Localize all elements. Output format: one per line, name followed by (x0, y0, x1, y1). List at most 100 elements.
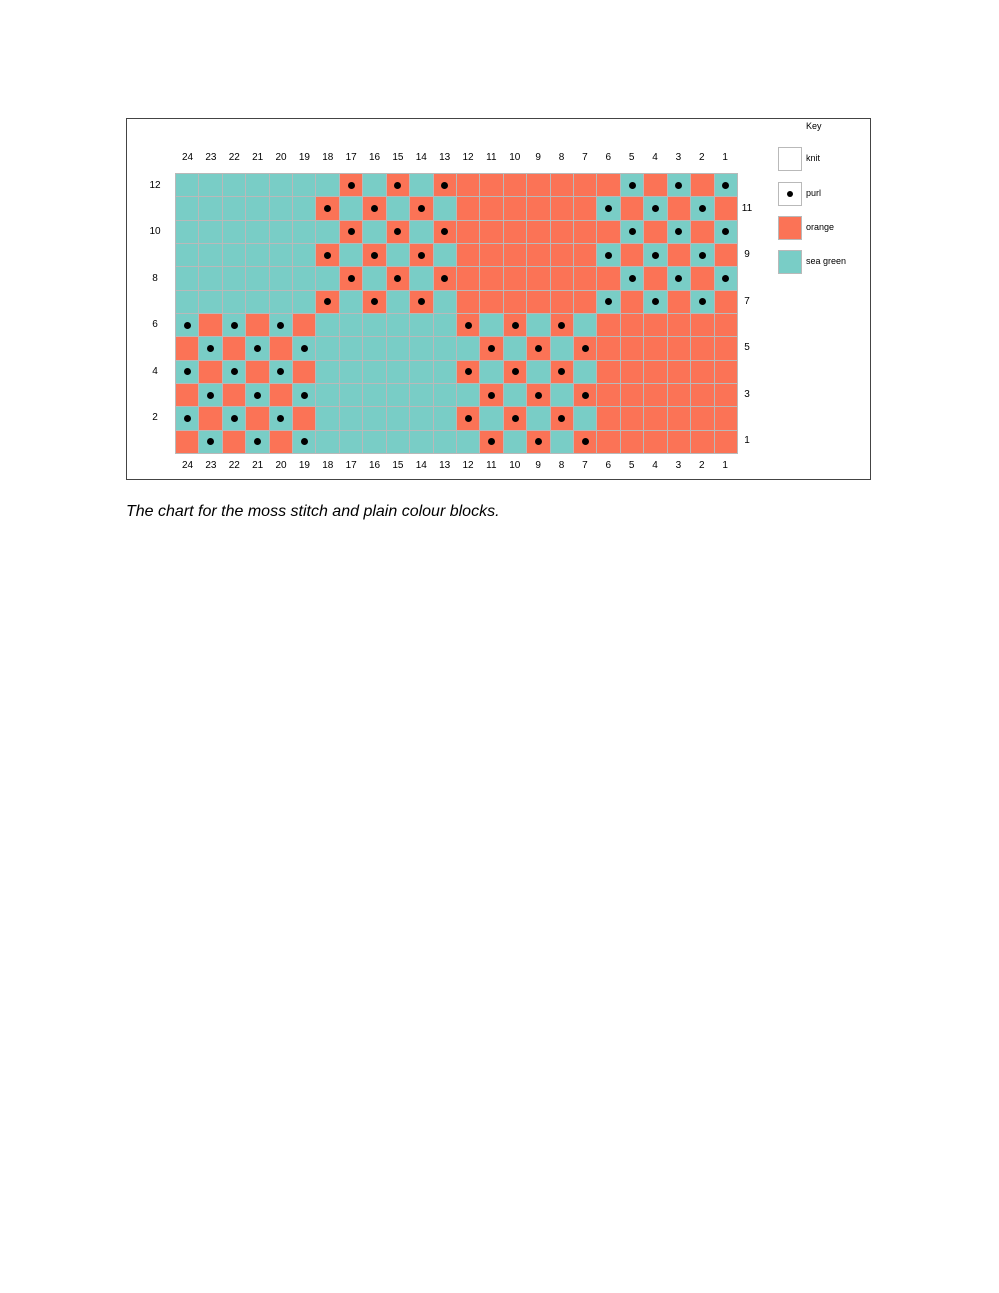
stitch-cell (620, 430, 644, 453)
purl-dot (183, 368, 191, 376)
purl-dot (183, 321, 191, 329)
column-number: 22 (228, 152, 240, 163)
stitch-cell (667, 384, 691, 407)
stitch-cell (363, 174, 386, 197)
stitch-cell (527, 197, 550, 220)
stitch-cell (644, 430, 667, 453)
purl-dot (722, 228, 730, 236)
purl-dot (417, 298, 425, 306)
stitch-cell (386, 197, 410, 220)
purl-dot (300, 438, 308, 446)
stitch-cell (503, 384, 527, 407)
stitch-cell (527, 267, 550, 290)
stitch-cell (410, 220, 433, 243)
stitch-cell (176, 244, 199, 267)
column-number: 7 (582, 152, 588, 163)
stitch-cell (691, 314, 714, 337)
stitch-cell (714, 384, 737, 407)
key-label: purl (806, 188, 822, 198)
key-swatch (778, 216, 802, 240)
stitch-cell (246, 174, 269, 197)
stitch-cell (410, 430, 433, 453)
stitch-cell (386, 244, 410, 267)
purl-dot (605, 251, 613, 259)
stitch-cell (550, 290, 574, 313)
stitch-cell (597, 384, 620, 407)
stitch-cell (527, 337, 550, 360)
stitch-cell (246, 220, 269, 243)
purl-dot (253, 438, 261, 446)
row-number: 1 (744, 435, 750, 447)
stitch-cell (456, 360, 480, 383)
stitch-cell (691, 407, 714, 430)
stitch-cell (222, 430, 246, 453)
column-number: 8 (558, 152, 565, 163)
column-number: 24 (181, 152, 194, 163)
row-number: 12 (149, 179, 161, 191)
stitch-cell (339, 197, 363, 220)
column-number: 19 (298, 152, 310, 163)
column-number: 15 (392, 460, 404, 471)
column-number: 13 (439, 460, 451, 471)
stitch-cell (550, 244, 574, 267)
stitch-cell (269, 314, 293, 337)
stitch-cell (620, 407, 644, 430)
purl-dot (464, 414, 472, 422)
stitch-cell (386, 384, 410, 407)
stitch-cell (433, 314, 456, 337)
stitch-cell (316, 244, 339, 267)
purl-dot (534, 344, 542, 352)
stitch-cell (339, 384, 363, 407)
stitch-cell (480, 244, 503, 267)
purl-dot (394, 181, 402, 189)
stitch-cell (410, 197, 433, 220)
stitch-cell (527, 244, 550, 267)
column-number: 12 (462, 460, 474, 471)
stitch-cell (386, 290, 410, 313)
stitch-cell (597, 197, 620, 220)
stitch-cell (316, 290, 339, 313)
purl-dot (511, 321, 519, 329)
stitch-cell (199, 384, 222, 407)
stitch-cell (574, 267, 597, 290)
purl-dot (675, 181, 683, 189)
stitch-cell (269, 290, 293, 313)
stitch-cell (667, 314, 691, 337)
stitch-cell (176, 197, 199, 220)
purl-dot (417, 251, 425, 259)
stitch-cell (199, 174, 222, 197)
stitch-cell (667, 360, 691, 383)
stitch-cell (433, 220, 456, 243)
stitch-cell (293, 407, 316, 430)
stitch-cell (410, 244, 433, 267)
stitch-cell (410, 384, 433, 407)
row-number: 5 (744, 342, 750, 354)
column-number: 3 (675, 460, 682, 471)
column-number: 5 (628, 460, 635, 471)
stitch-cell (222, 197, 246, 220)
stitch-cell (363, 267, 386, 290)
column-number: 12 (462, 152, 474, 163)
column-number: 17 (345, 460, 357, 471)
row-number: 4 (152, 365, 158, 377)
stitch-cell (456, 244, 480, 267)
stitch-cell (456, 267, 480, 290)
purl-dot (394, 274, 402, 282)
key-title: Key (806, 121, 822, 131)
stitch-cell (269, 244, 293, 267)
stitch-cell (293, 337, 316, 360)
stitch-cell (316, 267, 339, 290)
key-label: orange (806, 222, 835, 232)
stitch-cell (480, 430, 503, 453)
stitch-cell (176, 174, 199, 197)
stitch-cell (550, 360, 574, 383)
stitch-cell (222, 360, 246, 383)
stitch-cell (480, 360, 503, 383)
purl-dot (441, 228, 449, 236)
stitch-cell (222, 384, 246, 407)
stitch-cell (246, 314, 269, 337)
column-number: 21 (252, 460, 264, 471)
stitch-cell (644, 290, 667, 313)
stitch-cell (691, 267, 714, 290)
stitch-cell (199, 430, 222, 453)
